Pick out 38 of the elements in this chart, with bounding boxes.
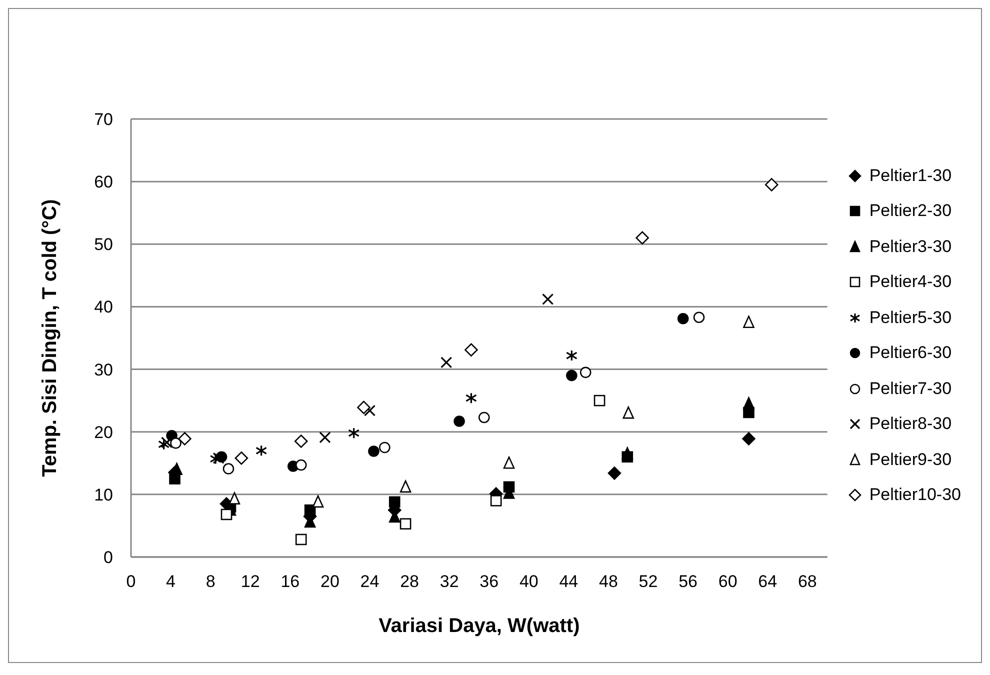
legend-label: Peltier8-30 [869,414,952,434]
x-tick-label: 52 [638,572,658,592]
legend-label: Peltier5-30 [869,308,952,328]
legend-label: Peltier3-30 [869,236,952,257]
legend-label: Peltier4-30 [869,272,952,292]
y-tick-label: 50 [94,235,113,254]
x-tick-label: 60 [718,572,738,592]
x-tick-label: 64 [758,572,778,592]
legend-label: Peltier7-30 [869,378,952,399]
x-axis-title: Variasi Daya, W(watt) [378,615,580,637]
legend-label: Peltier6-30 [869,343,952,364]
x-tick-label: 4 [166,572,176,592]
x-tick-label: 28 [400,572,419,592]
y-tick-label: 30 [94,360,113,380]
y-tick-label: 0 [104,548,113,568]
x-tick-label: 16 [280,572,300,592]
x-tick-label: 36 [480,572,499,592]
x-tick-label: 32 [440,572,459,592]
y-axis-title: Temp. Sisi Dingin, T cold (°C) [39,199,62,477]
y-tick-label: 20 [94,422,113,442]
x-tick-label: 0 [126,572,136,592]
legend-label: Peltier2-30 [869,201,952,222]
x-tick-label: 48 [599,572,618,592]
x-tick-label: 12 [240,572,260,592]
x-tick-label: 20 [320,572,340,592]
x-tick-label: 40 [519,572,538,592]
x-tick-label: 68 [798,572,817,592]
y-tick-label: 70 [94,110,113,130]
x-tick-label: 56 [678,572,698,592]
x-tick-label: 8 [206,572,216,592]
y-tick-label: 10 [94,485,113,504]
y-tick-label: 60 [94,172,113,192]
y-tick-label: 40 [94,298,113,317]
legend-label: Peltier10-30 [869,485,961,506]
legend-label: Peltier9-30 [869,450,952,470]
x-tick-label: 24 [360,572,380,592]
legend-label: Peltier1-30 [869,166,952,186]
x-tick-label: 44 [559,572,578,592]
